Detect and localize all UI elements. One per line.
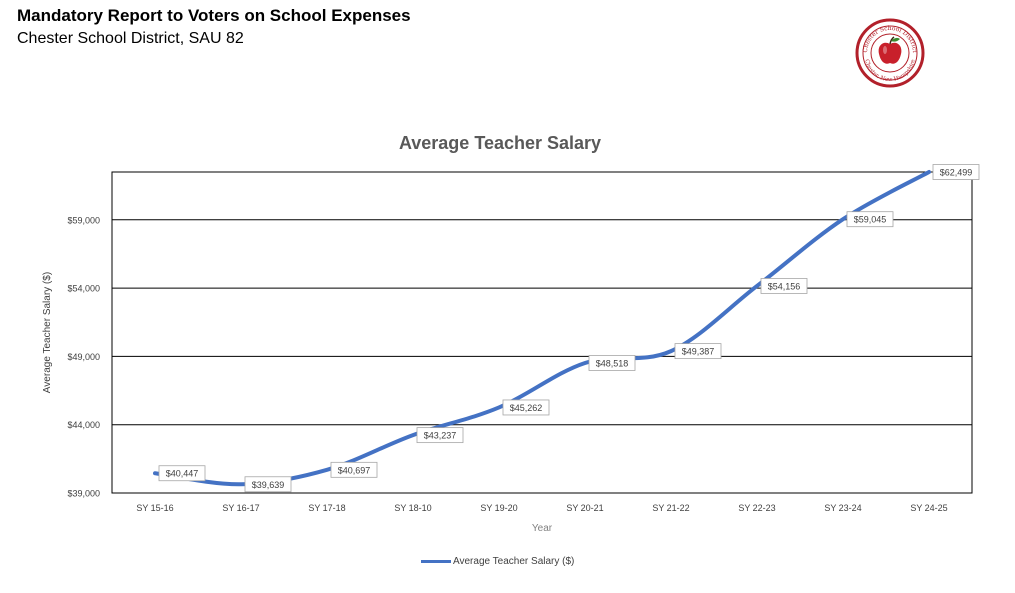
x-tick-label: SY 19-20 (480, 503, 517, 513)
svg-text:$45,262: $45,262 (510, 403, 543, 413)
y-tick-label: $59,000 (67, 215, 100, 225)
data-label: $62,499 (932, 164, 980, 180)
report-subtitle: Chester School District, SAU 82 (17, 30, 244, 47)
series-line-average-teacher-salary (153, 170, 931, 487)
svg-text:$40,447: $40,447 (166, 469, 199, 479)
legend-label: Average Teacher Salary ($) (453, 555, 575, 567)
x-tick-label: SY 18-10 (394, 503, 431, 513)
legend-line-swatch (421, 559, 451, 563)
x-tick-label: SY 15-16 (136, 503, 173, 513)
gridlines (112, 219, 972, 494)
y-tick-label: $39,000 (67, 489, 100, 499)
svg-text:$40,697: $40,697 (338, 465, 371, 475)
svg-text:$43,237: $43,237 (424, 431, 457, 441)
svg-text:$49,387: $49,387 (682, 347, 715, 357)
x-tick-label: SY 17-18 (308, 503, 345, 513)
x-tick-label: SY 23-24 (824, 503, 861, 513)
data-label: $39,639 (244, 476, 292, 493)
x-tick-label: SY 21-22 (652, 503, 689, 513)
data-label: $40,447 (158, 465, 206, 482)
data-labels: $40,447 $39,639 $40,697 $43,237 $45,262 $48,5… (158, 164, 980, 493)
data-label: $43,237 (416, 427, 464, 444)
x-axis-ticks: SY 15-16 SY 16-17 SY 17-18 SY 18-10 SY 19-20… (136, 503, 947, 513)
data-label: $40,697 (330, 461, 378, 478)
apple-icon (878, 42, 902, 64)
report-title: Mandatory Report to Voters on School Exp… (17, 6, 411, 25)
plot-frame (111, 171, 973, 494)
data-label: $54,156 (760, 278, 808, 294)
data-label: $48,518 (588, 355, 636, 371)
district-seal-logo: Chester School District Chester, New Ham… (855, 18, 925, 88)
svg-text:$59,045: $59,045 (854, 215, 887, 225)
x-tick-label: SY 16-17 (222, 503, 259, 513)
y-tick-label: $49,000 (67, 352, 100, 362)
y-axis-ticks: $39,000 $44,000 $49,000 $54,000 $59,000 (67, 215, 100, 498)
y-axis-label: Average Teacher Salary ($) (42, 272, 53, 393)
x-tick-label: SY 24-25 (910, 503, 947, 513)
svg-text:$39,639: $39,639 (252, 480, 285, 490)
svg-text:$62,499: $62,499 (940, 168, 973, 178)
y-tick-label: $44,000 (67, 420, 100, 430)
svg-text:$54,156: $54,156 (768, 281, 801, 291)
x-axis-label: Year (532, 523, 553, 534)
chart-title: Average Teacher Salary (398, 133, 602, 153)
data-label: $45,262 (502, 399, 550, 416)
y-tick-label: $54,000 (67, 284, 100, 294)
x-tick-label: SY 22-23 (738, 503, 775, 513)
x-tick-label: SY 20-21 (566, 503, 603, 513)
chart-legend: Average Teacher Salary ($) (421, 553, 574, 569)
svg-text:$48,518: $48,518 (596, 358, 629, 368)
data-label: $49,387 (674, 343, 722, 360)
data-label: $59,045 (846, 211, 894, 228)
